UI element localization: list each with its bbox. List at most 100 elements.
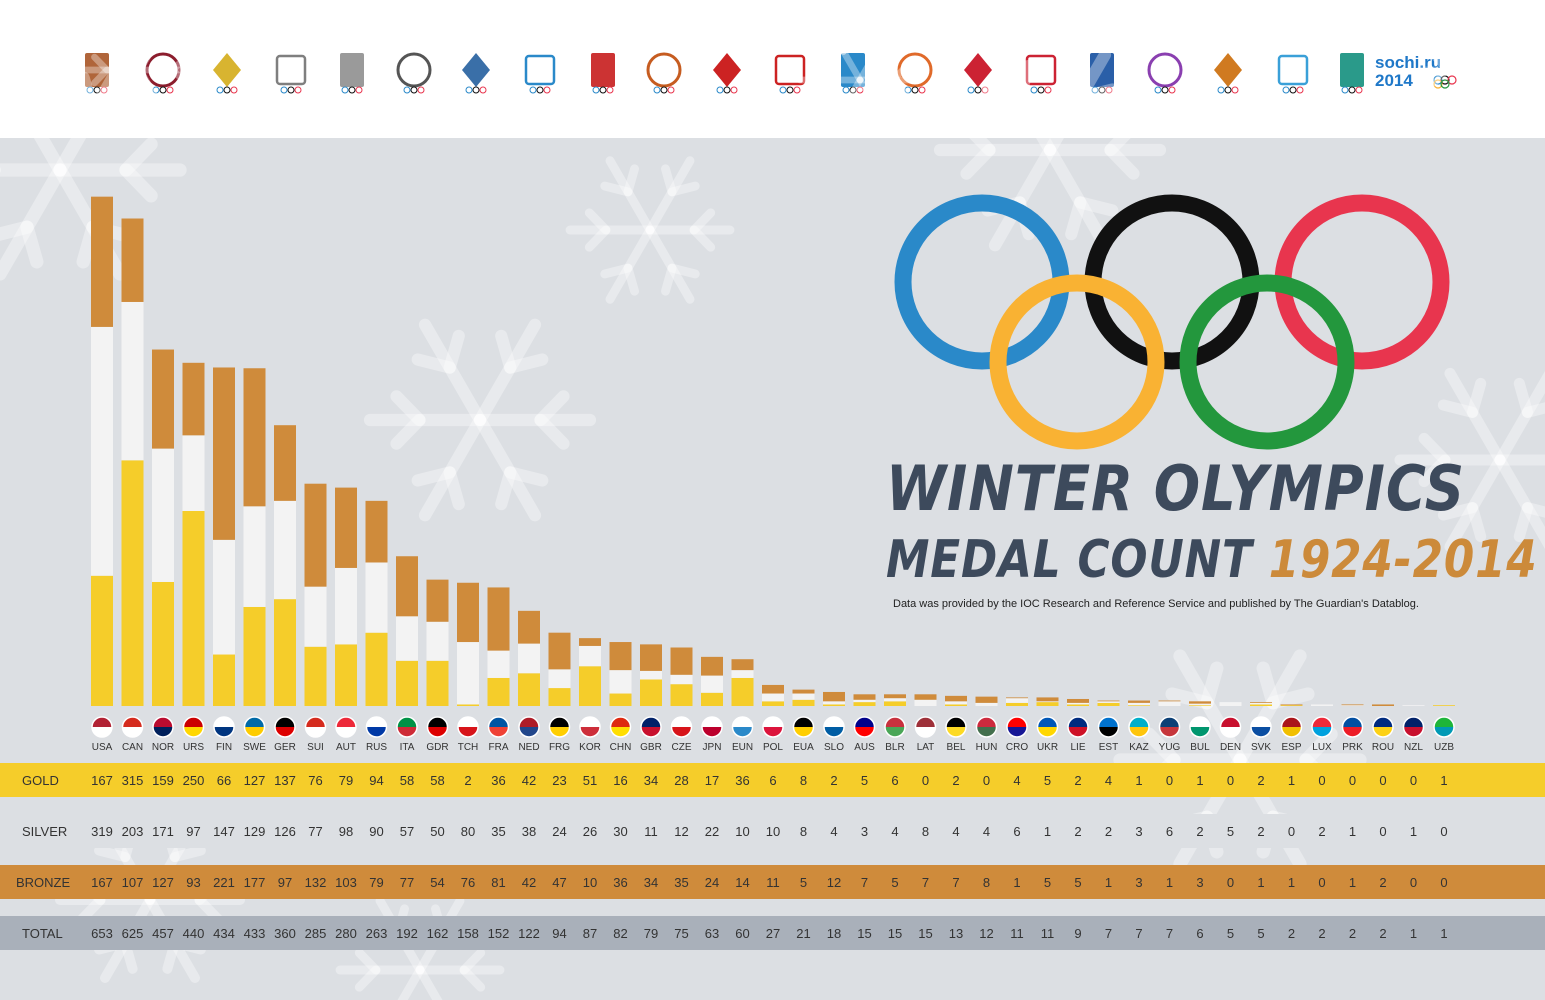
- new-zealand-flag-icon: [1402, 716, 1425, 738]
- slovakia-flag-icon: [1250, 716, 1272, 738]
- hungary-flag-icon: [975, 716, 998, 738]
- flags-layer: USA CAN NOR URS FIN SWE GER SUI AUT RUS ITA GDR TCH F…: [91, 716, 1455, 753]
- bar-silver-lux: [1311, 704, 1333, 706]
- bar-bronze-pol: [762, 684, 784, 694]
- row-silver-label: SILVER: [22, 824, 67, 839]
- cell-total-kaz: 7: [1135, 926, 1142, 941]
- games-emblem-icon: [1147, 52, 1183, 94]
- bar-silver-aus: [853, 699, 876, 703]
- cell-total-fin: 434: [213, 926, 235, 941]
- bar-gold-gbr: [640, 679, 662, 706]
- bar-silver-gdr: [426, 621, 449, 661]
- cell-bronze-chn: 36: [613, 875, 627, 890]
- bar-gold-cro: [1006, 702, 1028, 706]
- country-code-rus: RUS: [366, 742, 387, 753]
- cell-silver-chn: 30: [613, 824, 627, 839]
- games-emblem-icon: [1214, 53, 1242, 94]
- cell-total-pol: 27: [766, 926, 780, 941]
- cell-silver-slo: 4: [830, 824, 837, 839]
- bar-silver-eua: [792, 693, 815, 700]
- cell-gold-lie: 2: [1074, 773, 1081, 788]
- cell-bronze-eua: 5: [800, 875, 807, 890]
- snowflake-icon: [796, 24, 924, 136]
- finland-flag-icon: [213, 716, 235, 738]
- romania-flag-icon: [1372, 716, 1394, 738]
- bar-silver-bul: [1189, 703, 1211, 706]
- bar-gold-bel: [945, 704, 967, 706]
- games-emblem-icon: [1277, 54, 1309, 94]
- bar-silver-slo: [823, 701, 845, 705]
- country-code-aut: AUT: [336, 742, 356, 753]
- sochi-logo-line1: sochi.ru: [1375, 53, 1441, 72]
- cell-total-jpn: 63: [705, 926, 719, 941]
- bar-silver-pol: [762, 693, 784, 702]
- switzerland-flag-icon: [304, 716, 327, 738]
- cell-silver-blr: 4: [891, 824, 898, 839]
- bar-silver-jpn: [701, 675, 723, 693]
- bar-gold-est: [1097, 702, 1120, 706]
- eua-flag-icon: [792, 716, 815, 738]
- cell-total-cze: 75: [674, 926, 688, 941]
- cell-gold-prk: 0: [1349, 773, 1356, 788]
- cell-bronze-ger: 97: [278, 875, 292, 890]
- bar-bronze-urs: [182, 362, 205, 436]
- bar-gold-eun: [731, 677, 754, 706]
- china-flag-icon: [609, 716, 632, 738]
- country-code-jpn: JPN: [703, 742, 722, 753]
- bar-gold-fra: [487, 677, 510, 706]
- cell-bronze-frg: 47: [552, 875, 566, 890]
- country-code-gbr: GBR: [640, 742, 662, 753]
- bar-gold-slo: [823, 704, 845, 706]
- subtitle: Data was provided by the IOC Research an…: [893, 598, 1419, 610]
- luxembourg-flag-icon: [1311, 716, 1333, 738]
- cell-total-gbr: 79: [644, 926, 658, 941]
- country-code-nor: NOR: [152, 742, 174, 753]
- cell-gold-ned: 42: [522, 773, 536, 788]
- cell-silver-den: 5: [1227, 824, 1234, 839]
- bar-bronze-rou: [1372, 704, 1394, 706]
- denmark-flag-icon: [1219, 716, 1242, 738]
- bar-gold-uzb: [1433, 705, 1455, 706]
- bar-bronze-cze: [670, 647, 693, 675]
- cell-bronze-est: 1: [1105, 875, 1112, 890]
- cell-total-yug: 7: [1166, 926, 1173, 941]
- cell-silver-jpn: 22: [705, 824, 719, 839]
- row-total-label: TOTAL: [22, 926, 63, 941]
- bar-bronze-hun: [975, 696, 998, 703]
- cell-bronze-slo: 12: [827, 875, 841, 890]
- cell-bronze-eun: 14: [735, 875, 749, 890]
- bar-bronze-bul: [1189, 701, 1211, 704]
- czechoslovakia-flag-icon: [457, 716, 479, 738]
- bar-bronze-slo: [823, 691, 845, 702]
- cell-total-nor: 457: [152, 926, 174, 941]
- cell-bronze-gbr: 34: [644, 875, 658, 890]
- uzbekistan-flag-icon: [1433, 716, 1455, 738]
- cell-total-aus: 15: [857, 926, 871, 941]
- cell-total-ned: 122: [518, 926, 540, 941]
- bar-gold-urs: [182, 511, 205, 706]
- cell-silver-ita: 57: [400, 824, 414, 839]
- cell-silver-nzl: 1: [1410, 824, 1417, 839]
- bar-gold-bul: [1189, 705, 1211, 706]
- bar-bronze-fin: [213, 367, 235, 540]
- cell-gold-jpn: 17: [705, 773, 719, 788]
- bar-bronze-ukr: [1036, 697, 1059, 702]
- cell-gold-blr: 6: [891, 773, 898, 788]
- bar-silver-tch: [457, 642, 479, 705]
- cell-total-lie: 9: [1074, 926, 1081, 941]
- bar-bronze-lie: [1067, 698, 1089, 703]
- bar-gold-aus: [853, 702, 876, 706]
- cell-total-lux: 2: [1318, 926, 1325, 941]
- cell-gold-eua: 8: [800, 773, 807, 788]
- cell-gold-aus: 5: [861, 773, 868, 788]
- bar-silver-rus: [365, 562, 388, 633]
- cell-bronze-hun: 8: [983, 875, 990, 890]
- cell-gold-usa: 167: [91, 773, 113, 788]
- cell-gold-nzl: 0: [1410, 773, 1417, 788]
- country-code-cro: CRO: [1006, 742, 1028, 753]
- country-code-eun: EUN: [732, 742, 753, 753]
- bar-gold-eua: [792, 699, 815, 706]
- bar-bronze-fra: [487, 587, 510, 651]
- yugoslavia-flag-icon: [1158, 716, 1181, 738]
- bar-bronze-nor: [152, 349, 174, 449]
